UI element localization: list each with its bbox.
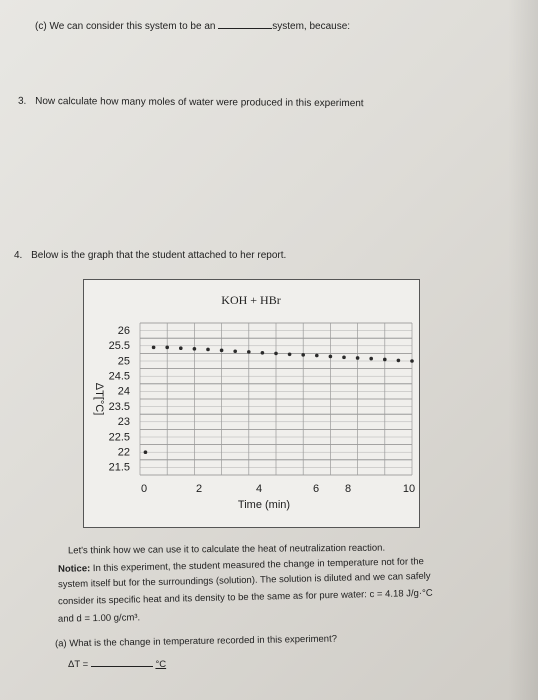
question-c-suffix: system, because: [272,21,351,32]
question-4-number: 4. [14,250,23,261]
chart-frame: KOH + HBr 26 25.5 25 24.5 24 23.5 23 22.5 22 21.5 0… [83,279,420,528]
x-tick-label: 8 [345,483,351,495]
data-point [355,356,360,360]
y-axis-label: ΔT[°C] [93,383,105,416]
data-point [260,350,265,355]
data-point [165,345,169,350]
notice-line4: and d = 1.00 g/cm³. [57,612,141,625]
data-point [315,353,319,358]
x-axis-label: Time (min) [238,499,290,511]
question-4-text: Below is the graph that the student atta… [31,250,287,261]
data-point [410,359,414,363]
data-point [233,349,237,354]
delta-t-label: ΔT = [68,659,89,670]
data-point [192,347,197,351]
notice-intro: Let's think how we can use it to calcula… [67,542,386,557]
page-shadow [508,0,538,700]
y-tick-label: 25 [118,355,130,367]
data-point [383,357,387,362]
data-point [287,352,292,357]
y-tick-label: 24.5 [109,371,130,383]
data-point [301,353,305,357]
data-point [206,347,210,352]
data-point [143,450,148,454]
data-point [369,356,374,361]
y-tick-label: 22.5 [109,431,130,443]
y-tick-label: 26 [118,325,130,337]
x-tick-label: 2 [196,483,202,495]
part-a-answer: ΔT = °C [68,657,166,670]
notice-label: Notice: [57,563,91,575]
chart-title: KOH + HBr [221,293,280,307]
data-point [342,355,346,360]
question-3-text: Now calculate how many moles of water we… [35,95,364,110]
question-3-number: 3. [17,95,27,107]
y-tick-label: 23 [118,416,130,428]
x-tick-label: 6 [313,483,319,495]
question-4: 4. Below is the graph that the student a… [14,250,286,261]
y-tick-label: 21.5 [109,462,130,474]
y-tick-label: 24 [118,386,130,398]
temperature-chart: KOH + HBr2625.52524.52423.52322.52221.50… [93,293,415,511]
notice-line2: system itself but for the surroundings (… [57,570,431,591]
data-point [219,348,224,353]
question-c: (c) We can consider this system to be an… [35,19,350,32]
question-3: 3. Now calculate how many moles of water… [18,96,364,109]
notice-line3: consider its specific heat and its densi… [57,587,433,608]
question-c-prefix: (c) We can consider this system to be an [35,21,216,32]
part-a-question: (a) What is the change in temperature re… [54,633,338,650]
x-tick-label: 0 [141,483,147,495]
data-point [328,354,333,359]
answer-blank-c[interactable] [218,19,273,29]
data-point [151,345,156,350]
data-point [179,346,183,351]
data-point [247,350,251,354]
x-tick-label: 10 [403,483,415,495]
delta-t-answer-blank[interactable] [90,657,153,667]
delta-t-unit: °C [155,659,167,670]
y-tick-label: 22 [118,447,130,459]
data-point [396,358,401,363]
y-tick-label: 25.5 [109,340,130,352]
y-tick-label: 23.5 [109,401,130,413]
data-point [274,351,278,356]
x-tick-label: 4 [256,483,262,495]
